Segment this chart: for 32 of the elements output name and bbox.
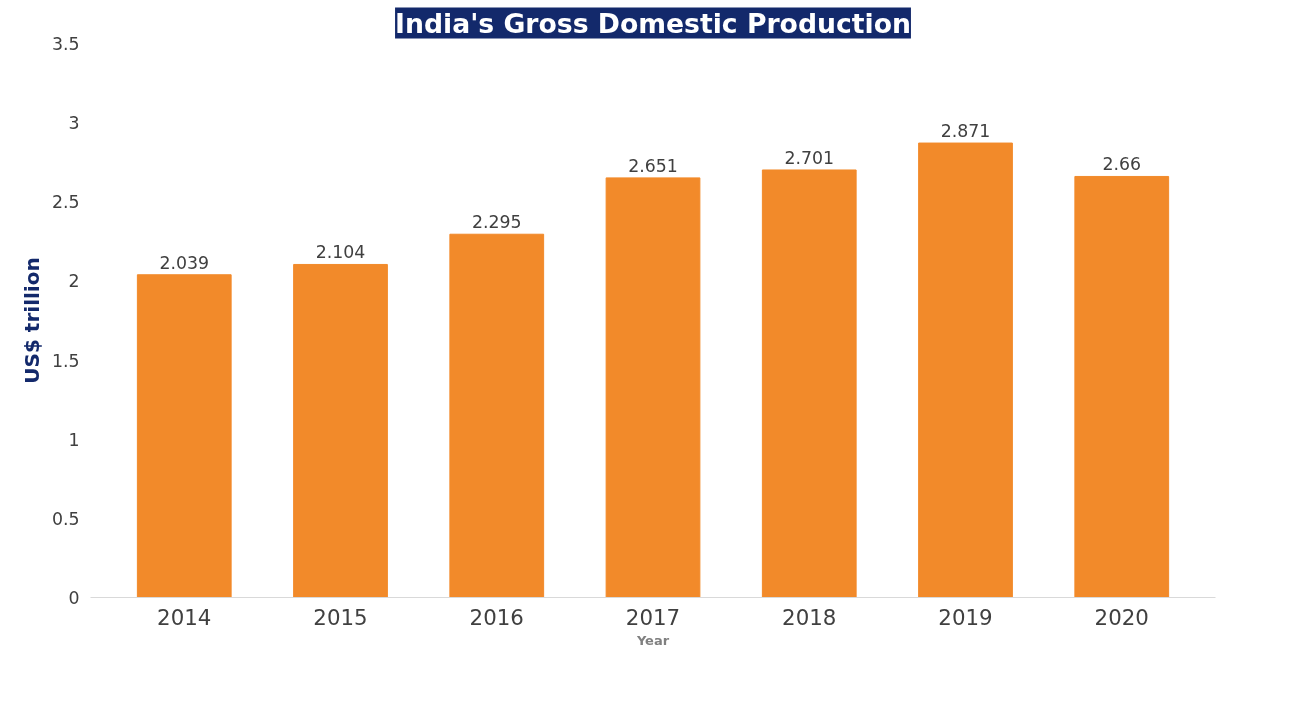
bar <box>605 177 701 598</box>
x-tick-label: 2020 <box>1094 604 1149 630</box>
bar <box>449 233 545 598</box>
data-label: 2.701 <box>784 147 835 168</box>
data-label: 2.651 <box>628 155 678 176</box>
x-tick-label: 2016 <box>469 604 524 630</box>
y-tick-label: 3.5 <box>51 34 80 54</box>
chart-title: India's Gross Domestic Production <box>395 7 911 39</box>
x-tick-label: 2014 <box>157 604 212 630</box>
x-axis-title: Year <box>635 632 670 648</box>
y-tick-label: 1.5 <box>51 350 80 371</box>
y-tick-label: 2 <box>68 271 80 292</box>
data-label: 2.66 <box>1102 154 1142 175</box>
x-tick-label: 2019 <box>938 604 993 630</box>
data-label: 2.039 <box>159 252 210 273</box>
bar <box>761 169 857 598</box>
data-label: 2.871 <box>940 121 991 142</box>
data-label: 2.104 <box>315 242 366 263</box>
y-tick-label: 0.5 <box>51 508 80 529</box>
y-tick-label: 0 <box>68 588 80 608</box>
y-axis-title: US$ trillion <box>19 257 44 384</box>
bar <box>918 142 1013 598</box>
data-label: 2.295 <box>471 212 522 233</box>
y-tick-label: 1 <box>68 429 80 450</box>
x-tick-label: 2015 <box>313 604 368 630</box>
bar <box>136 274 232 598</box>
bar <box>1074 175 1170 598</box>
x-tick-label: 2018 <box>782 604 837 630</box>
y-tick-label: 2.5 <box>51 192 80 213</box>
bar <box>293 263 388 598</box>
x-tick-label: 2017 <box>625 604 681 630</box>
y-tick-label: 3 <box>68 113 80 134</box>
